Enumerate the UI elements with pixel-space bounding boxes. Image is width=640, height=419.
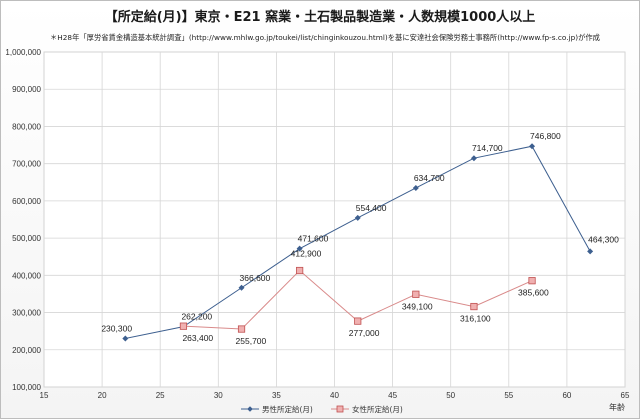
male-data-point: [412, 184, 419, 191]
male-data-point: [529, 143, 536, 150]
female-data-label: 255,700: [236, 336, 267, 346]
female-data-point: [470, 302, 478, 311]
x-tick-label: 55: [504, 391, 513, 400]
y-axis-ticks: 100,000 200,000 300,000 400,000 500,000 600,0…: [5, 48, 41, 392]
female-data-label: 412,900: [291, 249, 322, 259]
female-data-point: [528, 277, 536, 285]
female-data-label: 349,100: [402, 301, 433, 311]
female-data-point: [296, 266, 304, 275]
x-tick-label: 40: [330, 391, 339, 400]
y-tick-label: 300,000: [12, 309, 41, 318]
chart-subtitle: ＊H28年「厚労省賃金構造基本統計調査」(http://www.mhlw.go.…: [50, 33, 600, 42]
male-data-label: 230,300: [101, 323, 132, 333]
y-tick-label: 100,000: [12, 383, 41, 392]
legend-female-label: 女性所定給(月): [352, 404, 403, 414]
male-data-point: [354, 214, 361, 221]
x-axis-label: 年齢: [609, 402, 625, 412]
y-tick-label: 800,000: [12, 122, 41, 131]
series-group: [122, 143, 594, 342]
y-tick-label: 700,000: [12, 160, 41, 169]
chart-title: 【所定給(月)】東京・E21 窯業・土石製品製造業・人数規模1000人以上: [105, 9, 536, 25]
x-tick-label: 35: [272, 391, 281, 400]
female-data-point: [237, 325, 246, 333]
x-axis-ticks: 15 20 25 30 35 40 45 50 55 60 65: [40, 391, 630, 400]
legend: 男性所定給(月) 女性所定給(月): [241, 404, 403, 414]
male-data-point: [122, 335, 129, 342]
legend-male-label: 男性所定給(月): [262, 404, 313, 414]
x-tick-label: 65: [621, 391, 630, 400]
y-tick-label: 1,000,000: [5, 48, 41, 57]
male-data-point: [470, 155, 477, 162]
x-tick-label: 25: [156, 391, 165, 400]
male-data-label: 366,600: [240, 273, 271, 283]
female-data-point: [179, 322, 188, 330]
x-tick-label: 20: [98, 391, 107, 400]
y-tick-label: 500,000: [12, 234, 41, 243]
male-data-label: 554,400: [356, 203, 387, 213]
male-data-label: 262,200: [181, 312, 212, 322]
data-labels: 230,300 262,200 366,600 471,600 554,400 634,7…: [101, 131, 619, 346]
female-data-label: 385,600: [518, 288, 549, 298]
female-data-point: [412, 290, 420, 298]
y-tick-label: 600,000: [12, 197, 41, 206]
y-tick-label: 400,000: [12, 271, 41, 280]
y-tick-label: 200,000: [12, 346, 41, 355]
male-data-point: [238, 284, 245, 291]
male-data-point: [296, 245, 303, 252]
female-data-label: 316,100: [460, 314, 491, 324]
x-tick-label: 45: [388, 391, 397, 400]
x-tick-label: 50: [446, 391, 455, 400]
male-data-label: 634,700: [414, 173, 445, 183]
male-data-label: 464,300: [588, 234, 619, 244]
female-data-label: 263,400: [182, 333, 213, 343]
female-data-point: [354, 317, 362, 325]
y-tick-label: 900,000: [12, 85, 41, 94]
x-tick-label: 15: [40, 391, 49, 400]
legend-male-marker: [247, 406, 253, 412]
male-data-point: [587, 248, 594, 255]
male-data-label: 746,800: [530, 131, 561, 141]
x-tick-label: 60: [562, 391, 571, 400]
female-data-label: 277,000: [349, 328, 380, 338]
male-data-label: 714,700: [472, 143, 503, 153]
x-tick-label: 30: [214, 391, 223, 400]
male-data-label: 471,600: [298, 234, 329, 244]
grid-lines: [43, 51, 626, 388]
legend-female-marker: [336, 405, 344, 413]
